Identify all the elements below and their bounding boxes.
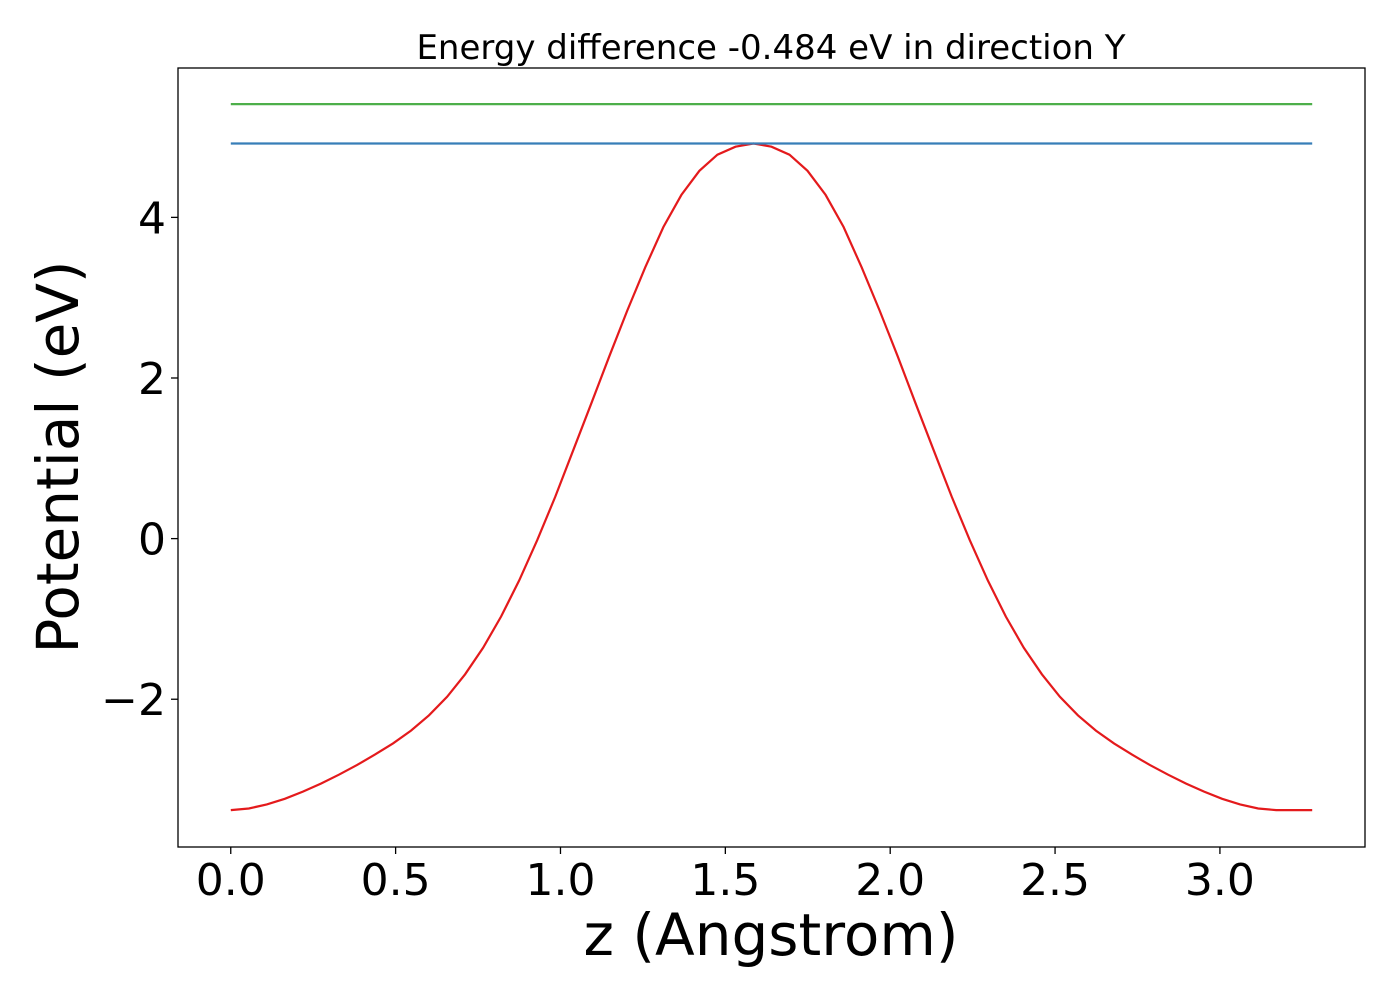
x-tick-label: 1.0	[525, 855, 595, 906]
y-tick-label: 0	[138, 515, 166, 566]
y-axis-label: Potential (eV)	[24, 260, 92, 653]
chart-title: Energy difference -0.484 eV in direction…	[416, 28, 1125, 68]
y-axis-ticks: −2 0 2 4	[101, 193, 178, 726]
series-line-0	[230, 142, 1313, 812]
x-tick-label: 0.0	[196, 855, 266, 906]
x-tick-label: 1.5	[690, 855, 760, 906]
x-axis-label: z (Angstrom)	[584, 901, 959, 969]
x-tick-label: 3.0	[1185, 855, 1255, 906]
y-tick-label: −2	[101, 675, 166, 726]
x-tick-label: 0.5	[361, 855, 431, 906]
plot-frame	[177, 67, 1366, 848]
x-axis-ticks: 0.0 0.5 1.0 1.5 2.0 2.5 3.0	[196, 847, 1255, 906]
y-tick-label: 4	[138, 193, 166, 244]
plot-lines	[230, 102, 1313, 812]
y-tick-label: 2	[138, 354, 166, 405]
x-tick-label: 2.0	[855, 855, 925, 906]
x-tick-label: 2.5	[1020, 855, 1090, 906]
